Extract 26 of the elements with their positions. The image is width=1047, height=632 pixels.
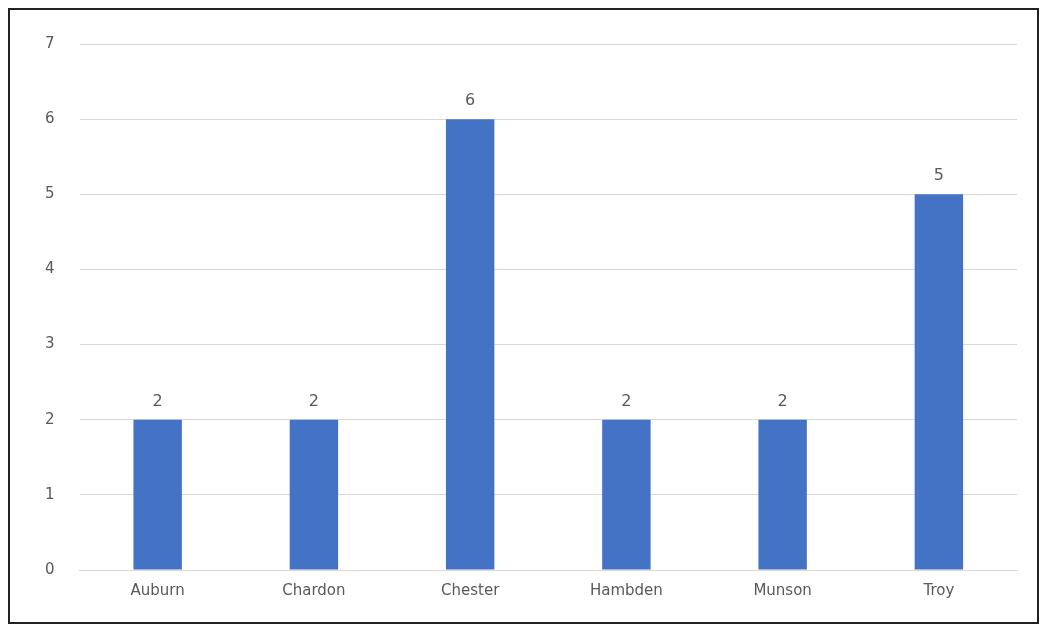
data-label: 5 — [933, 165, 944, 185]
x-tick-label: Chardon — [282, 580, 346, 599]
x-tick-label: Troy — [922, 580, 955, 599]
y-tick-label: 0 — [45, 559, 55, 578]
x-tick-label: Munson — [753, 580, 812, 599]
y-tick-label: 7 — [45, 33, 55, 52]
bar — [602, 419, 651, 570]
y-tick-label: 2 — [45, 409, 55, 428]
y-tick-label: 1 — [45, 484, 55, 503]
data-label: 2 — [308, 390, 319, 410]
x-tick-label: Hambden — [589, 580, 663, 599]
data-label: 2 — [152, 390, 163, 410]
y-tick-label: 5 — [45, 184, 55, 203]
data-label: 6 — [465, 90, 476, 110]
data-label: 2 — [621, 390, 632, 410]
bar — [914, 194, 964, 570]
bar — [758, 419, 807, 570]
data-label: 2 — [777, 390, 788, 410]
bar — [289, 419, 339, 570]
y-tick-label: 6 — [45, 109, 55, 128]
bar — [133, 419, 182, 570]
x-tick-label: Auburn — [130, 580, 185, 599]
y-tick-label: 3 — [45, 334, 55, 353]
x-tick-label: Chester — [440, 580, 501, 599]
y-tick-label: 4 — [45, 259, 55, 278]
bar — [445, 119, 495, 570]
